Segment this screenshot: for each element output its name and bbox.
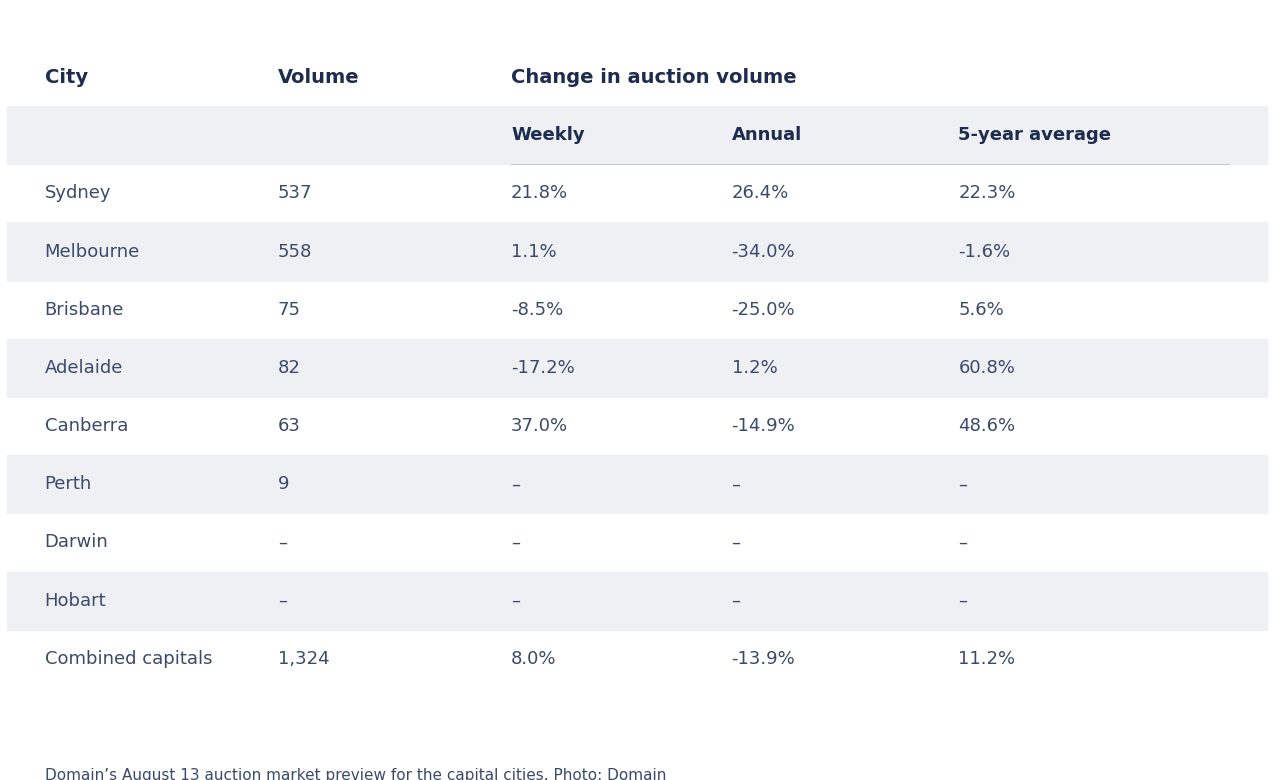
Text: 9: 9 [278, 475, 289, 493]
Text: -34.0%: -34.0% [731, 243, 795, 261]
Text: 26.4%: 26.4% [731, 184, 789, 202]
Text: –: – [958, 592, 967, 610]
Text: 60.8%: 60.8% [958, 359, 1015, 377]
Text: Volume: Volume [278, 68, 359, 87]
Text: Brisbane: Brisbane [45, 301, 124, 319]
Text: –: – [278, 592, 287, 610]
Text: -1.6%: -1.6% [958, 243, 1010, 261]
Text: City: City [45, 68, 88, 87]
Text: -13.9%: -13.9% [731, 650, 795, 668]
Text: Perth: Perth [45, 475, 92, 493]
Text: 37.0%: 37.0% [511, 417, 568, 435]
FancyBboxPatch shape [6, 572, 1268, 629]
FancyBboxPatch shape [6, 339, 1268, 397]
Text: Darwin: Darwin [45, 534, 108, 551]
Text: 8.0%: 8.0% [511, 650, 557, 668]
Text: Domain’s August 13 auction market preview for the capital cities. Photo: Domain: Domain’s August 13 auction market previe… [45, 768, 666, 780]
Text: 1.2%: 1.2% [731, 359, 777, 377]
Text: –: – [958, 475, 967, 493]
Text: –: – [511, 475, 520, 493]
Text: 22.3%: 22.3% [958, 184, 1015, 202]
Text: –: – [731, 534, 740, 551]
Text: 21.8%: 21.8% [511, 184, 568, 202]
Text: Melbourne: Melbourne [45, 243, 140, 261]
Text: –: – [278, 534, 287, 551]
Text: 75: 75 [278, 301, 301, 319]
Text: Annual: Annual [731, 126, 801, 144]
Text: 5.6%: 5.6% [958, 301, 1004, 319]
Text: –: – [731, 475, 740, 493]
Text: -14.9%: -14.9% [731, 417, 795, 435]
Text: 63: 63 [278, 417, 301, 435]
Text: 537: 537 [278, 184, 312, 202]
Text: Weekly: Weekly [511, 126, 585, 144]
Text: Hobart: Hobart [45, 592, 106, 610]
Text: -25.0%: -25.0% [731, 301, 795, 319]
Text: –: – [958, 534, 967, 551]
Text: -8.5%: -8.5% [511, 301, 563, 319]
FancyBboxPatch shape [6, 106, 1268, 165]
Text: Combined capitals: Combined capitals [45, 650, 213, 668]
Text: 11.2%: 11.2% [958, 650, 1015, 668]
Text: Adelaide: Adelaide [45, 359, 124, 377]
Text: 1.1%: 1.1% [511, 243, 557, 261]
Text: –: – [511, 534, 520, 551]
Text: 1,324: 1,324 [278, 650, 330, 668]
Text: 48.6%: 48.6% [958, 417, 1015, 435]
FancyBboxPatch shape [6, 456, 1268, 513]
FancyBboxPatch shape [6, 222, 1268, 281]
Text: –: – [731, 592, 740, 610]
Text: –: – [511, 592, 520, 610]
Text: Change in auction volume: Change in auction volume [511, 68, 796, 87]
Text: 82: 82 [278, 359, 301, 377]
Text: Canberra: Canberra [45, 417, 129, 435]
Text: -17.2%: -17.2% [511, 359, 575, 377]
Text: 558: 558 [278, 243, 312, 261]
Text: Sydney: Sydney [45, 184, 111, 202]
Text: 5-year average: 5-year average [958, 126, 1111, 144]
